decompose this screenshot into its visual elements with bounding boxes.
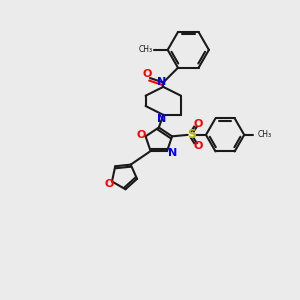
- Text: CH₃: CH₃: [139, 45, 153, 54]
- Text: O: O: [194, 141, 203, 151]
- Text: S: S: [187, 128, 196, 141]
- Text: CH₃: CH₃: [257, 130, 272, 140]
- Text: N: N: [168, 148, 177, 158]
- Text: O: O: [194, 119, 203, 129]
- Text: N: N: [157, 77, 167, 88]
- Text: O: O: [143, 69, 152, 79]
- Text: N: N: [157, 114, 167, 124]
- Text: O: O: [136, 130, 146, 140]
- Text: O: O: [104, 179, 114, 189]
